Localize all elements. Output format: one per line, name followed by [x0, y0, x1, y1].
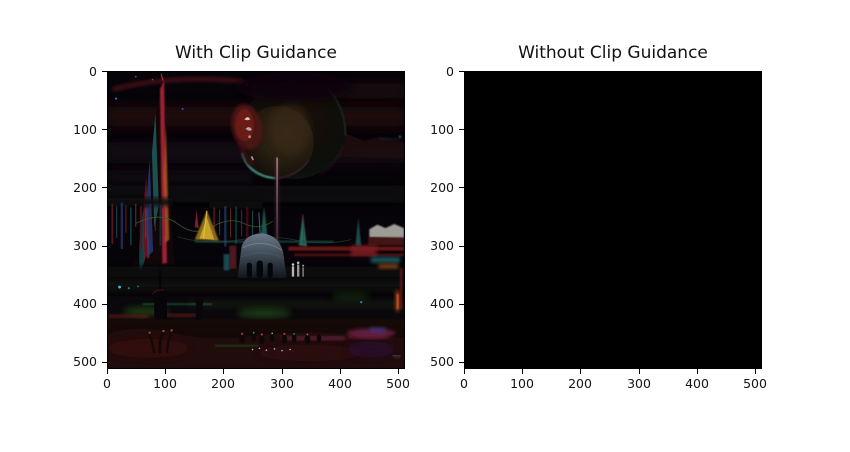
y-tick-mark — [459, 187, 464, 189]
bottom-terrain — [108, 319, 404, 368]
x-tick-label: 300 — [270, 376, 294, 391]
y-tick-label: 300 — [73, 238, 97, 253]
y-tick-mark — [459, 246, 464, 248]
y-tick-mark — [102, 304, 107, 306]
y-tick-mark — [459, 71, 464, 73]
x-tick-label: 0 — [103, 376, 111, 391]
x-tick-mark — [697, 369, 699, 374]
x-tick-mark — [398, 369, 400, 374]
x-tick-mark — [580, 369, 582, 374]
x-tick-mark — [639, 369, 641, 374]
x-tick-mark — [282, 369, 284, 374]
y-tick-label: 400 — [73, 296, 97, 311]
cyan-light-dot — [137, 285, 139, 288]
y-tick-label: 100 — [430, 122, 454, 137]
y-tick-mark — [459, 304, 464, 306]
dome-building — [223, 212, 305, 281]
x-tick-label: 100 — [153, 376, 177, 391]
y-tick-mark — [102, 71, 107, 73]
needle-spire — [275, 157, 279, 267]
cyan-light-dot — [118, 285, 121, 289]
x-tick-mark — [107, 369, 109, 374]
y-tick-label: 200 — [430, 180, 454, 195]
star-dot — [181, 107, 184, 111]
y-tick-mark — [102, 362, 107, 364]
y-tick-label: 100 — [73, 122, 97, 137]
y-tick-label: 300 — [430, 238, 454, 253]
x-tick-label: 400 — [685, 376, 709, 391]
star-dot — [114, 97, 118, 100]
y-tick-mark — [102, 129, 107, 131]
statue-row — [239, 331, 322, 345]
y-tick-mark — [102, 246, 107, 248]
y-tick-label: 500 — [430, 354, 454, 369]
corner-signature — [392, 355, 401, 359]
cyan-light-dot — [127, 287, 130, 290]
x-tick-label: 500 — [386, 376, 410, 391]
generated-art-svg — [108, 72, 404, 368]
planet-sphere — [236, 72, 352, 180]
white-dot-row — [251, 347, 291, 352]
plot-title-left: With Clip Guidance — [175, 43, 337, 63]
x-tick-label: 0 — [460, 376, 468, 391]
drip-strands — [108, 198, 263, 249]
x-tick-mark — [340, 369, 342, 374]
x-tick-mark — [755, 369, 757, 374]
blue-light-dot — [360, 300, 363, 304]
x-tick-mark — [165, 369, 167, 374]
y-tick-label: 500 — [73, 354, 97, 369]
x-tick-mark — [223, 369, 225, 374]
small-figures — [291, 261, 305, 277]
plot-title-right: Without Clip Guidance — [518, 43, 708, 63]
white-cliffs — [350, 224, 404, 269]
star-dot — [151, 78, 154, 81]
y-tick-label: 0 — [446, 64, 454, 79]
y-tick-label: 200 — [73, 180, 97, 195]
x-tick-label: 500 — [743, 376, 767, 391]
black-image — [464, 71, 762, 369]
red-face-patch — [231, 104, 263, 167]
star-dot — [134, 75, 137, 78]
y-tick-mark — [102, 187, 107, 189]
y-tick-mark — [459, 129, 464, 131]
x-tick-mark — [522, 369, 524, 374]
x-tick-label: 200 — [568, 376, 592, 391]
x-tick-label: 400 — [328, 376, 352, 391]
clip-guided-image — [107, 71, 405, 369]
x-tick-label: 300 — [627, 376, 651, 391]
x-tick-label: 100 — [510, 376, 534, 391]
y-tick-label: 0 — [89, 64, 97, 79]
y-tick-mark — [459, 362, 464, 364]
hand-plant — [148, 329, 173, 354]
x-tick-mark — [464, 369, 466, 374]
y-tick-label: 400 — [430, 296, 454, 311]
x-tick-label: 200 — [211, 376, 235, 391]
